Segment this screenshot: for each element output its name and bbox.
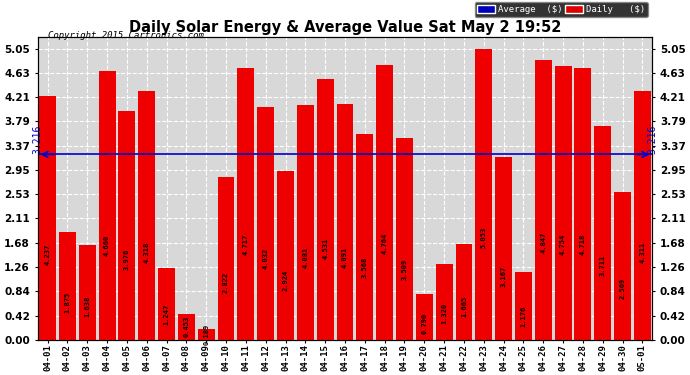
Bar [99, 71, 115, 340]
Bar [376, 65, 393, 340]
Bar [535, 60, 552, 340]
Text: 4.754: 4.754 [560, 233, 566, 255]
Text: 4.531: 4.531 [322, 238, 328, 259]
Bar [357, 134, 373, 340]
Bar [495, 157, 512, 340]
Text: 3.216: 3.216 [32, 125, 43, 154]
Bar [475, 48, 492, 340]
Bar [39, 96, 56, 340]
Bar [416, 294, 433, 340]
Text: 4.311: 4.311 [640, 242, 645, 264]
Text: 4.764: 4.764 [382, 233, 388, 254]
Text: 4.318: 4.318 [144, 242, 150, 263]
Bar [634, 92, 651, 340]
Text: 0.189: 0.189 [204, 324, 209, 345]
Text: 4.237: 4.237 [45, 244, 50, 265]
Bar [59, 232, 76, 340]
Text: 1.665: 1.665 [461, 296, 467, 317]
Text: 1.176: 1.176 [520, 306, 526, 327]
Text: 1.320: 1.320 [441, 303, 447, 324]
Text: 1.247: 1.247 [164, 304, 170, 325]
Text: 4.847: 4.847 [540, 231, 546, 253]
Bar [198, 329, 215, 340]
Bar [317, 79, 333, 340]
Text: 2.569: 2.569 [620, 278, 626, 298]
Text: 3.711: 3.711 [600, 254, 606, 276]
Bar [178, 314, 195, 340]
Bar [277, 171, 294, 340]
Legend: Average  ($), Daily   ($): Average ($), Daily ($) [475, 2, 648, 17]
Bar [119, 111, 135, 340]
Text: 3.216: 3.216 [647, 125, 658, 154]
Title: Daily Solar Energy & Average Value Sat May 2 19:52: Daily Solar Energy & Average Value Sat M… [129, 20, 561, 34]
Bar [79, 245, 96, 340]
Text: 4.717: 4.717 [243, 234, 249, 255]
Bar [138, 91, 155, 340]
Text: 1.638: 1.638 [84, 296, 90, 317]
Bar [337, 104, 353, 340]
Text: 1.875: 1.875 [64, 291, 70, 313]
Text: 3.976: 3.976 [124, 249, 130, 270]
Text: 2.924: 2.924 [282, 270, 288, 291]
Bar [297, 105, 314, 340]
Text: 4.660: 4.660 [104, 235, 110, 256]
Text: 4.081: 4.081 [302, 247, 308, 268]
Bar [257, 107, 274, 340]
Text: 0.453: 0.453 [184, 316, 189, 338]
Text: 5.053: 5.053 [481, 227, 486, 249]
Bar [237, 68, 255, 340]
Bar [555, 66, 571, 340]
Bar [158, 268, 175, 340]
Text: 3.167: 3.167 [501, 265, 506, 286]
Bar [217, 177, 235, 340]
Text: 3.509: 3.509 [402, 258, 408, 280]
Bar [614, 192, 631, 340]
Text: 0.790: 0.790 [422, 313, 427, 334]
Text: 2.822: 2.822 [223, 272, 229, 294]
Text: 4.032: 4.032 [263, 248, 268, 269]
Text: 4.091: 4.091 [342, 247, 348, 268]
Text: 4.718: 4.718 [580, 234, 586, 255]
Bar [594, 126, 611, 340]
Text: Copyright 2015 Cartronics.com: Copyright 2015 Cartronics.com [48, 30, 204, 39]
Bar [515, 272, 532, 340]
Bar [396, 138, 413, 340]
Text: 3.568: 3.568 [362, 257, 368, 279]
Bar [455, 244, 473, 340]
Bar [575, 68, 591, 340]
Bar [435, 264, 453, 340]
